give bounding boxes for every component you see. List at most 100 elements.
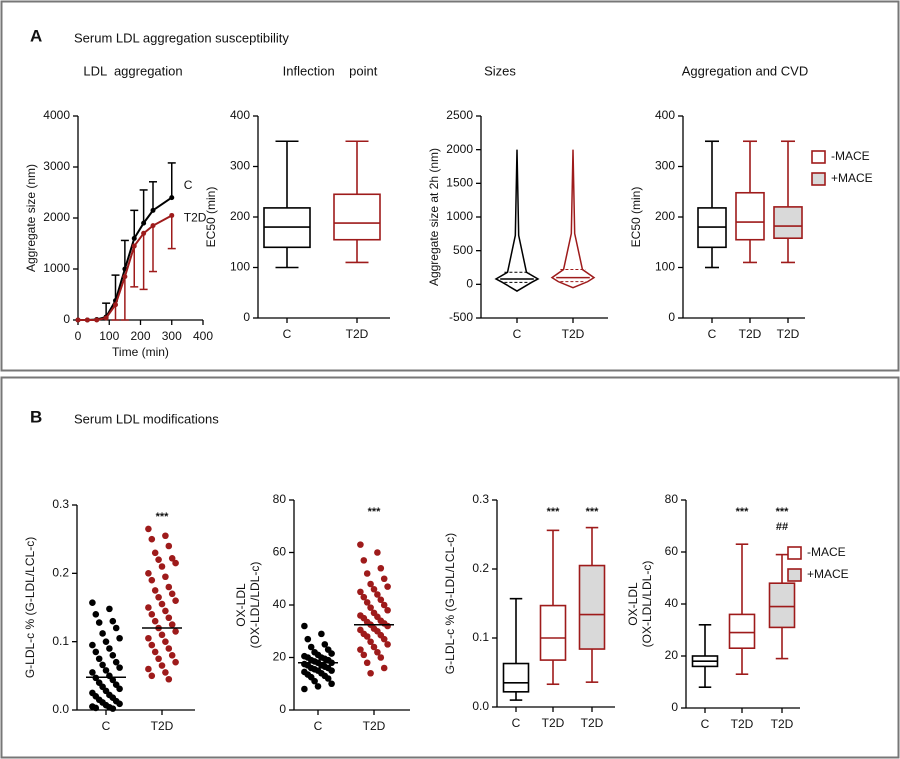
y-tick-label: 0.1 — [472, 630, 489, 644]
annotation: *** — [368, 506, 382, 518]
point — [370, 585, 378, 593]
point — [116, 634, 123, 642]
box — [768, 582, 796, 629]
point — [318, 630, 325, 638]
point — [102, 638, 110, 645]
y-axis-label: Aggregate size (nm) — [24, 164, 38, 272]
point — [357, 588, 364, 596]
series-label: T2D — [184, 211, 207, 225]
x-tick-label: 100 — [99, 329, 119, 343]
point — [162, 573, 169, 581]
point — [357, 646, 364, 653]
point — [158, 662, 166, 669]
point — [301, 685, 308, 693]
panel-letter: B — [30, 407, 42, 426]
point — [168, 621, 176, 628]
point — [145, 570, 152, 577]
point — [99, 630, 106, 637]
point — [89, 599, 96, 607]
point — [363, 659, 371, 667]
legend-swatch — [787, 568, 802, 582]
y-tick-label: 60 — [273, 545, 287, 559]
x-tick-label: 0 — [75, 329, 82, 343]
point — [84, 317, 90, 323]
x-tick-label: T2D — [771, 717, 794, 731]
y-axis-label: (OX-LDL/LDL-c) — [640, 561, 654, 648]
point — [377, 654, 385, 661]
point — [165, 614, 173, 622]
y-tick-label: 100 — [230, 260, 250, 274]
point — [155, 593, 162, 601]
point — [367, 638, 374, 646]
point — [99, 661, 106, 669]
annotation: ## — [776, 521, 788, 533]
y-tick-label: 0.0 — [472, 699, 489, 713]
point — [360, 557, 368, 564]
point — [145, 665, 152, 673]
point — [131, 243, 137, 249]
legend-label: +MACE — [831, 171, 873, 185]
point — [116, 664, 123, 671]
x-tick-label: T2D — [151, 719, 174, 733]
point — [377, 596, 385, 604]
point — [148, 672, 156, 680]
y-tick-label: 0 — [63, 312, 70, 326]
box — [773, 206, 803, 240]
box — [578, 564, 606, 650]
y-tick-label: 1500 — [446, 176, 473, 190]
point — [94, 317, 100, 323]
point — [131, 235, 137, 241]
point — [109, 705, 117, 712]
chart-title: LDL aggregation — [83, 63, 182, 78]
y-tick-label: 0 — [243, 310, 250, 324]
x-tick-label: C — [283, 327, 292, 341]
y-tick-label: 0 — [279, 702, 286, 716]
legend-swatch — [787, 546, 802, 560]
y-tick-label: 300 — [230, 159, 250, 173]
y-tick-label: 400 — [230, 108, 250, 122]
point — [172, 628, 179, 635]
x-tick-label: T2D — [581, 716, 604, 730]
panel-title: Serum LDL modifications — [74, 411, 219, 426]
point — [113, 302, 118, 308]
point — [169, 212, 175, 218]
panel-title: Serum LDL aggregation susceptibility — [74, 30, 289, 45]
y-tick-label: 500 — [453, 243, 473, 257]
point — [304, 635, 312, 643]
point — [363, 633, 371, 640]
panel-frame — [0, 376, 900, 759]
y-tick-label: 3000 — [43, 159, 70, 173]
y-tick-label: 40 — [665, 596, 679, 610]
point — [148, 576, 156, 584]
point — [151, 549, 159, 557]
point — [162, 638, 169, 645]
point — [148, 535, 156, 543]
x-tick-label: T2D — [363, 719, 386, 733]
box — [728, 613, 756, 650]
point — [165, 542, 173, 550]
y-tick-label: 0.1 — [52, 634, 69, 648]
point — [89, 669, 96, 676]
x-tick-label: 400 — [193, 329, 213, 343]
annotation: *** — [736, 506, 750, 518]
point — [158, 631, 166, 639]
y-tick-label: 0.3 — [52, 497, 69, 511]
point — [384, 606, 391, 614]
y-tick-label: 100 — [655, 260, 675, 274]
y-axis-label: EC50 (min) — [204, 187, 218, 248]
panel-frame — [0, 0, 900, 372]
x-tick-label: C — [701, 717, 710, 731]
y-tick-label: 400 — [655, 108, 675, 122]
point — [95, 619, 103, 626]
point — [75, 317, 81, 323]
point — [145, 525, 152, 533]
x-axis-label: Time (min) — [112, 345, 169, 359]
point — [357, 541, 364, 548]
box — [502, 662, 530, 693]
point — [360, 593, 368, 601]
x-tick-label: C — [512, 716, 521, 730]
point — [116, 685, 123, 693]
y-tick-label: 200 — [230, 209, 250, 223]
point — [374, 591, 381, 598]
y-tick-label: 80 — [665, 492, 679, 506]
